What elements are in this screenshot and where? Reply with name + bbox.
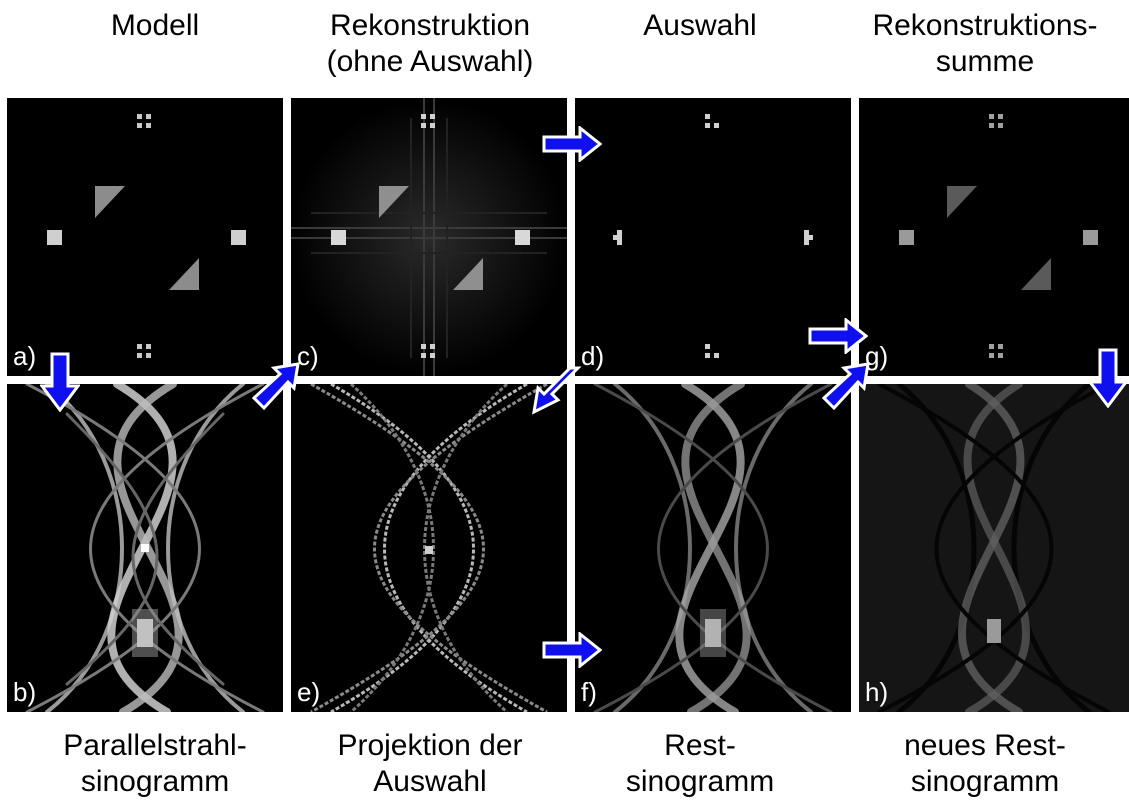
title-rekonstruktionssumme: Rekonstruktions- summe: [872, 9, 1098, 78]
panel-label-h: h): [865, 677, 889, 707]
title-parallelstrahl: Parallelstrahl- sinogramm: [63, 729, 247, 798]
title-rest: Rest- sinogramm: [625, 729, 775, 798]
panel-b-sinogram: b): [7, 384, 283, 712]
arrow-c-to-d-icon: [542, 126, 602, 162]
arrow-f-to-g-icon: [821, 362, 870, 411]
panel-d-selection: d): [575, 98, 851, 376]
title-modell: Modell: [110, 9, 200, 42]
arrow-d-to-e-icon: [532, 366, 582, 415]
panel-f-rest-sinogram: f): [575, 384, 851, 712]
arrow-g-to-h-icon: [1088, 348, 1128, 408]
title-neues-rest: neues Rest- sinogramm: [904, 729, 1066, 798]
title-rekonstruktion: Rekonstruktion (ohne Auswahl): [326, 9, 534, 78]
panel-g-reconstruction-sum: g): [859, 98, 1129, 376]
panel-a-model: a): [7, 98, 283, 376]
panel-e-projection: e): [291, 384, 567, 712]
panel-label-f: f): [581, 677, 597, 707]
arrow-d-to-g-icon: [808, 318, 868, 354]
panel-label-d: d): [581, 341, 605, 371]
panel-c-reconstruction: c): [291, 98, 567, 376]
panel-label-a: a): [13, 341, 37, 371]
arrow-b-to-c-icon: [251, 362, 300, 411]
arrow-e-to-f-icon: [542, 632, 602, 668]
selection-image: [613, 114, 813, 358]
sinogram-e-image: [310, 384, 548, 712]
panel-h-new-rest-sinogram: h): [859, 384, 1129, 712]
panel-label-b: b): [13, 677, 37, 707]
title-auswahl: Auswahl: [643, 9, 757, 42]
arrow-a-to-b-icon: [40, 352, 80, 412]
sinogram-f-image: [593, 384, 833, 712]
sinogram-h-image: [877, 384, 1111, 712]
title-projektion: Projektion der Auswahl: [337, 729, 523, 798]
panel-label-e: e): [297, 677, 321, 707]
panel-label-c: c): [297, 341, 319, 371]
reconstruction-image: [291, 98, 567, 376]
reconstruction-sum-image: [899, 114, 1098, 358]
panel-label-g: g): [865, 341, 889, 371]
sinogram-b-image: [25, 384, 265, 712]
model-image: [47, 114, 246, 358]
